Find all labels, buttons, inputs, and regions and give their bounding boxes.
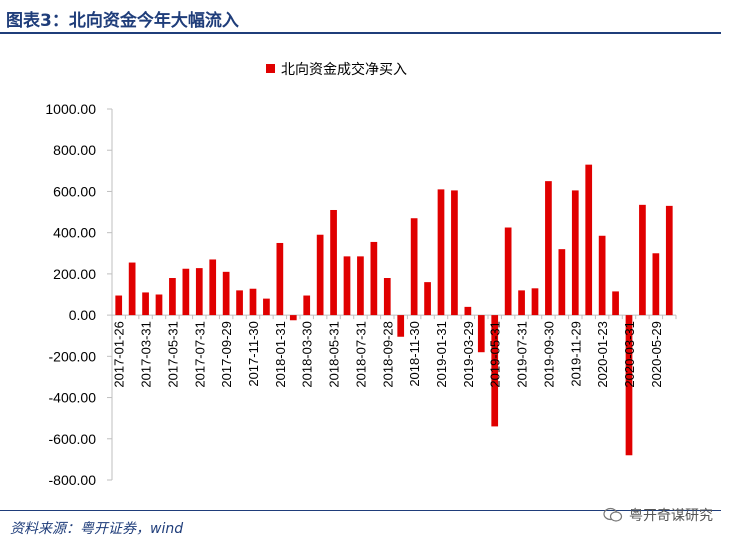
x-tick-label: 2017-09-29	[219, 321, 234, 388]
x-tick-label: 2017-11-30	[246, 321, 261, 387]
x-tick-label: 2020-01-23	[595, 321, 610, 388]
figure-title: 图表3：北向资金今年大幅流入	[6, 11, 239, 31]
y-tick-label: 400.00	[53, 225, 96, 241]
bar-series	[115, 164, 673, 456]
y-tick-label: 1000.00	[45, 101, 96, 117]
x-tick-label: 2017-03-31	[139, 321, 154, 388]
bar	[128, 262, 136, 316]
bar	[357, 256, 364, 316]
x-tick-label: 2018-11-30	[407, 321, 422, 387]
bar	[464, 306, 472, 316]
bar	[155, 294, 163, 316]
bar	[383, 278, 391, 316]
bar	[195, 268, 203, 316]
figure-header: 图表3：北向资金今年大幅流入	[0, 0, 721, 34]
bar	[343, 256, 351, 316]
bar	[571, 190, 579, 316]
bar-chart: 北向资金成交净买入 1000.00 800.00 600.00 400.00 200.0…	[45, 61, 677, 488]
wechat-icon	[603, 507, 623, 522]
bar	[115, 295, 123, 316]
footer-rule	[0, 510, 721, 511]
y-tick-label: -400.00	[49, 390, 97, 406]
x-tick-label: 2018-05-31	[327, 321, 342, 388]
bar	[249, 288, 257, 316]
bar	[169, 278, 176, 316]
x-tick-label: 2019-07-31	[515, 321, 530, 388]
source-note: 资料来源：粤开证券，wind	[10, 521, 184, 537]
bar	[504, 227, 512, 316]
x-tick-label: 2019-09-30	[541, 321, 556, 388]
bar	[652, 253, 660, 316]
bar	[209, 259, 217, 316]
x-tick-label: 2018-09-28	[380, 321, 395, 388]
x-tick-label: 2019-03-29	[461, 321, 476, 388]
bar	[424, 282, 431, 316]
watermark-text: 粤开奇谋研究	[629, 508, 713, 524]
x-axis	[111, 314, 677, 320]
x-tick-label: 2018-01-31	[273, 321, 288, 388]
bar	[665, 205, 673, 316]
legend-swatch	[266, 64, 275, 73]
watermark: 粤开奇谋研究	[603, 505, 713, 525]
y-tick-label: 800.00	[53, 142, 96, 158]
x-tick-labels: 2017-01-26 2017-03-31 2017-05-31 2017-07-31…	[112, 321, 664, 388]
x-tick-label: 2018-07-31	[353, 321, 368, 388]
bar	[612, 291, 619, 316]
bar	[276, 242, 284, 316]
x-tick-label: 2017-05-31	[165, 321, 180, 388]
bar	[330, 209, 337, 316]
bar	[370, 241, 378, 316]
x-tick-label: 2020-03-31	[622, 321, 637, 388]
bar	[437, 189, 445, 316]
bar	[477, 315, 485, 353]
x-tick-label: 2019-11-29	[568, 321, 583, 387]
bar	[263, 298, 270, 316]
bar	[236, 290, 243, 316]
x-tick-label: 2017-07-31	[192, 321, 207, 388]
x-tick-label: 2018-03-30	[300, 321, 315, 388]
bar	[531, 288, 539, 316]
x-tick-label: 2019-01-31	[434, 321, 449, 388]
y-axis: 1000.00 800.00 600.00 400.00 200.00 0.00 -200.…	[45, 101, 113, 488]
bar	[598, 235, 606, 316]
y-tick-label: -200.00	[49, 348, 97, 364]
header-rule	[0, 32, 721, 34]
legend-label: 北向资金成交净买入	[281, 61, 407, 78]
y-tick-label: 600.00	[53, 183, 96, 199]
bar	[222, 271, 230, 316]
bar	[410, 218, 418, 316]
bar	[639, 204, 646, 316]
bar	[558, 249, 566, 316]
x-tick-label: 2019-05-31	[488, 321, 503, 388]
bar	[491, 315, 499, 427]
bar	[316, 234, 324, 316]
y-tick-label: -800.00	[49, 472, 97, 488]
x-tick-label: 2017-01-26	[112, 321, 127, 388]
bar	[182, 268, 190, 316]
bar	[397, 315, 405, 337]
bar	[289, 315, 297, 321]
y-tick-label: 200.00	[53, 266, 96, 282]
bar	[518, 290, 525, 316]
bar	[303, 295, 311, 316]
bar	[142, 292, 149, 316]
bar	[585, 164, 593, 316]
y-tick-label: 0.00	[69, 307, 96, 323]
y-tick-label: -600.00	[49, 431, 97, 447]
bar	[545, 181, 552, 316]
bar	[625, 315, 633, 456]
x-tick-label: 2020-05-29	[649, 321, 664, 388]
bar	[451, 190, 458, 316]
legend: 北向资金成交净买入	[266, 61, 407, 78]
